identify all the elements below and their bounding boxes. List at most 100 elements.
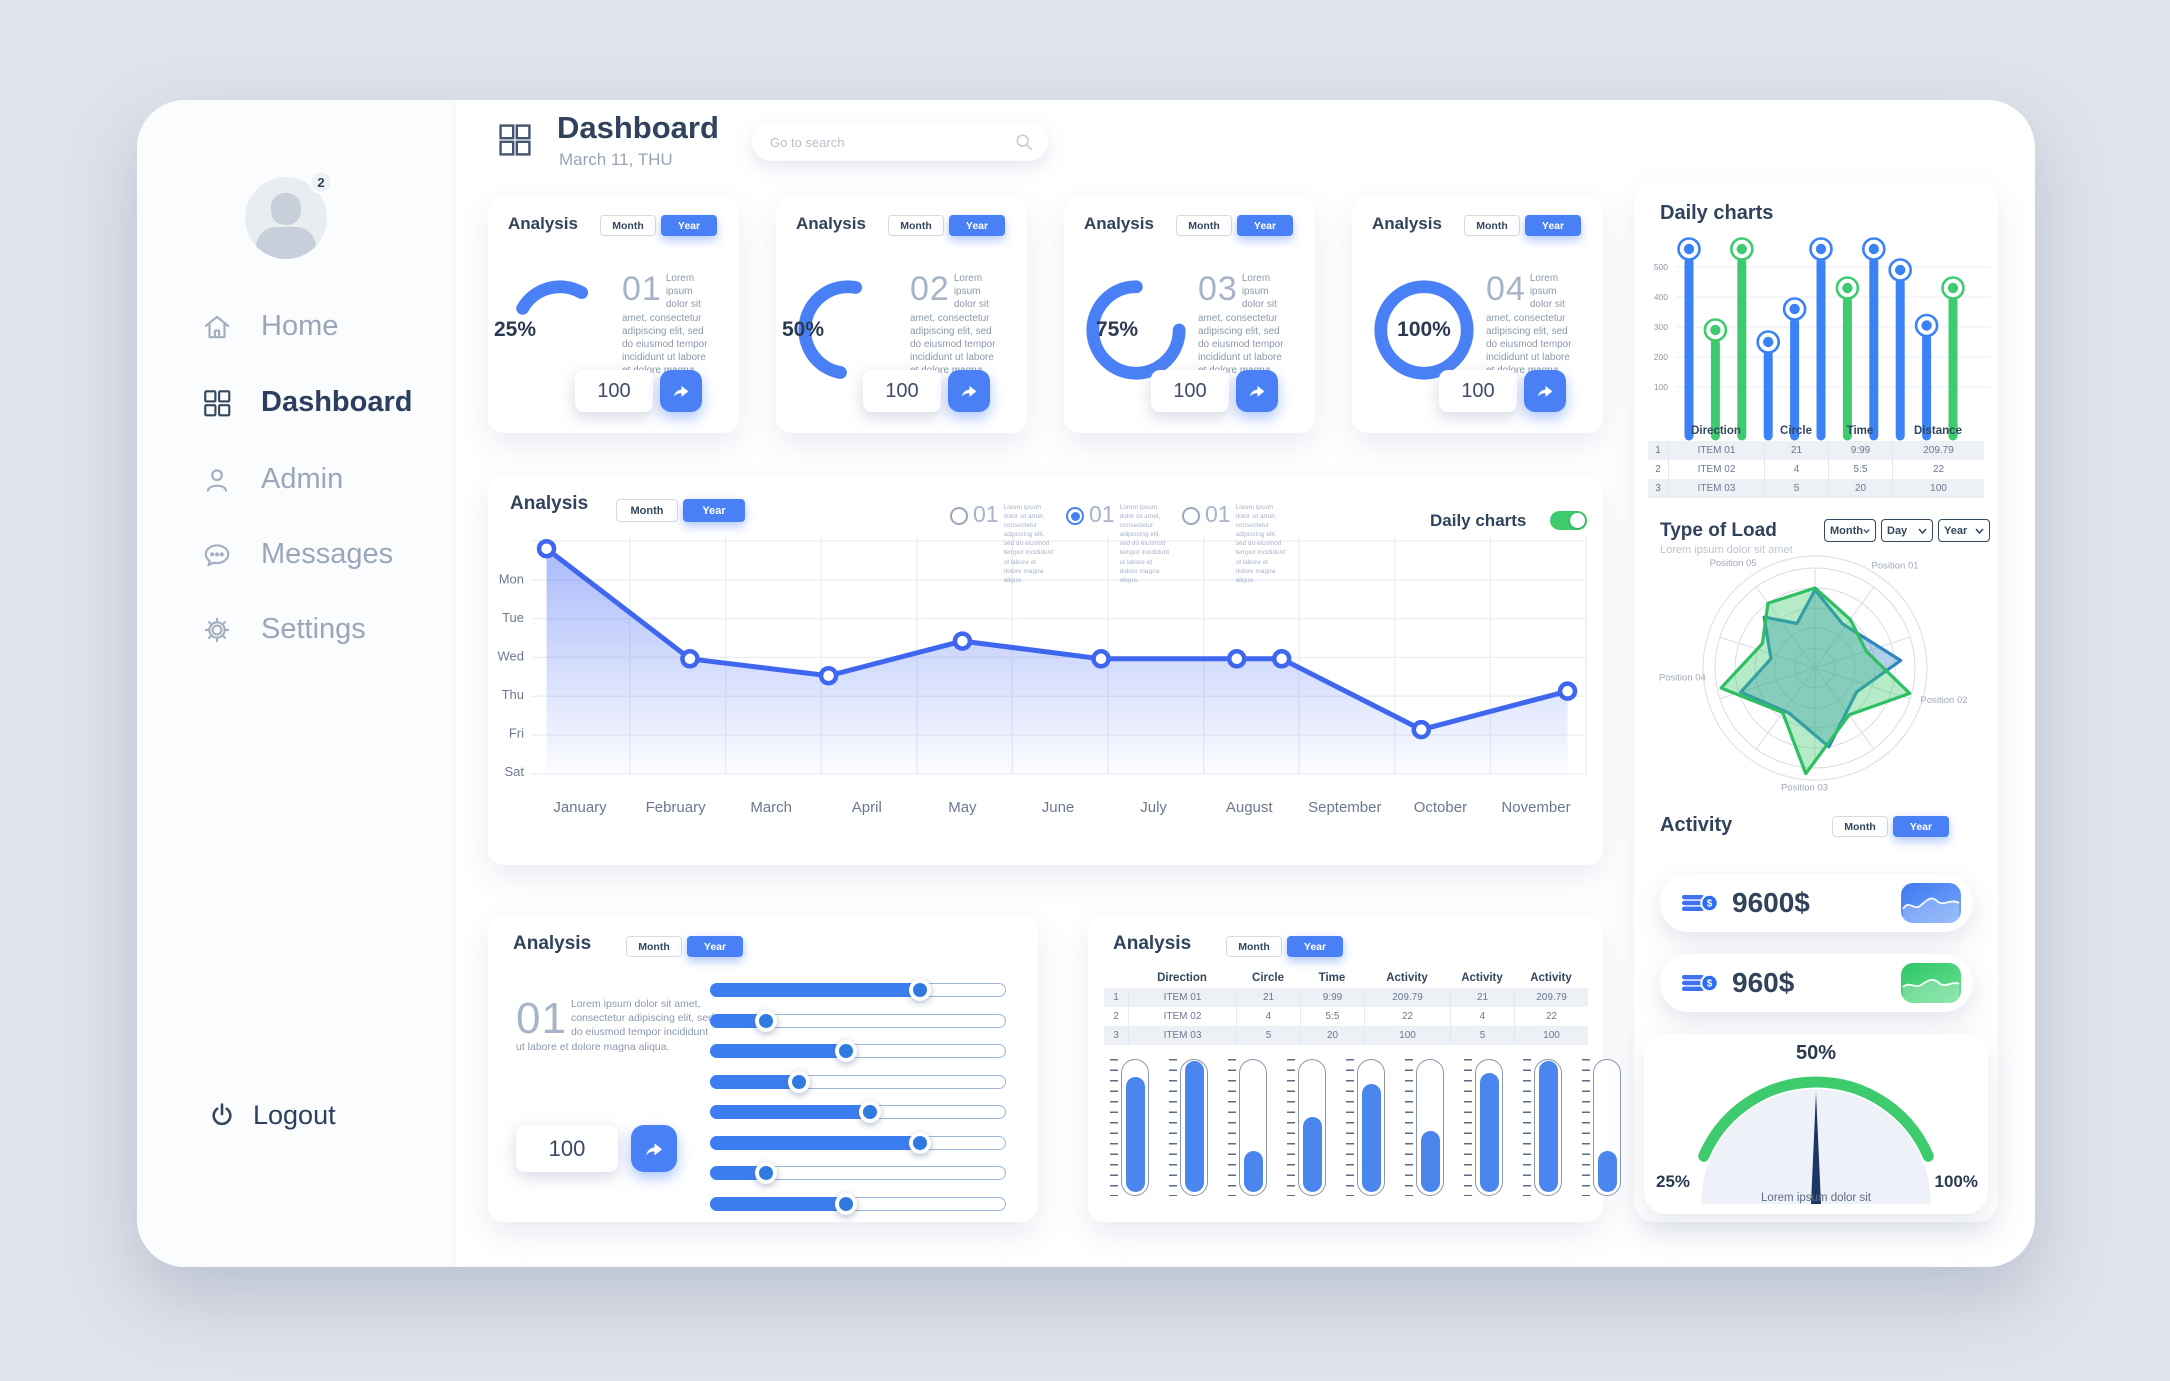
amount-value: 9600$: [1732, 887, 1810, 918]
month-button[interactable]: Month: [888, 215, 944, 236]
table-cell: 5: [1450, 1026, 1514, 1045]
ruler-ticks: [1464, 1059, 1472, 1196]
svg-text:Position 01: Position 01: [1872, 561, 1919, 572]
monthly-analysis-chart-card: Mon Tue Wed Thu Fri Sat January February March Ap…: [488, 475, 1603, 865]
svg-text:September: September: [1308, 799, 1381, 816]
svg-text:Position 04: Position 04: [1659, 672, 1706, 683]
dropdown-month[interactable]: Month: [1824, 519, 1876, 542]
chart-option-3: 01 Lorem ipsum dolor sit amet, consectet…: [1182, 503, 1290, 585]
sidebar-item-home[interactable]: Home: [201, 310, 338, 343]
logout-button[interactable]: Logout: [207, 1100, 336, 1131]
share-button[interactable]: [1236, 370, 1278, 412]
value-input[interactable]: [1439, 370, 1517, 412]
table-cell: 2: [1113, 1011, 1119, 1022]
svg-text:Fri: Fri: [509, 726, 524, 741]
slider[interactable]: [710, 1192, 1006, 1215]
sidebar-item-label: Admin: [261, 463, 344, 495]
svg-text:Position 03: Position 03: [1781, 783, 1828, 794]
month-button[interactable]: Month: [1226, 936, 1282, 957]
sidebar-item-settings[interactable]: Settings: [201, 613, 366, 646]
card-title: Analysis: [1113, 933, 1192, 954]
month-button[interactable]: Month: [1176, 215, 1232, 236]
value-input[interactable]: [863, 370, 941, 412]
daily-charts-label: Daily charts: [1430, 511, 1527, 530]
percent-label: 25%: [494, 318, 537, 341]
table-cell: ITEM 01: [1128, 988, 1236, 1007]
radio-icon[interactable]: [950, 507, 968, 525]
gauge-needle: [1811, 1092, 1821, 1204]
slider[interactable]: [710, 979, 1006, 1001]
table-header: Circle: [1252, 971, 1284, 984]
stat-number: 04: [1486, 270, 1526, 308]
ruler-ticks: [1523, 1059, 1531, 1196]
table-cell: 100: [1364, 1026, 1450, 1045]
capsule-bar: [1582, 1059, 1621, 1196]
year-button[interactable]: Year: [687, 936, 743, 957]
year-button[interactable]: Year: [683, 499, 745, 522]
ruler-ticks: [1228, 1059, 1236, 1196]
coins-icon: $: [1682, 893, 1719, 913]
dropdown-year[interactable]: Year: [1938, 519, 1990, 542]
year-button[interactable]: Year: [1287, 936, 1343, 957]
avatar-body: [256, 227, 316, 259]
slider[interactable]: [710, 1040, 1006, 1062]
share-button[interactable]: [660, 370, 702, 412]
donut-chart: 25%: [494, 276, 614, 384]
capsule-bar: [1169, 1059, 1208, 1196]
capsule-bar: [1228, 1059, 1267, 1196]
gauge-card: 50% 25% 100% Lorem ipsum dolor sit: [1644, 1034, 1988, 1214]
svg-text:August: August: [1226, 799, 1274, 816]
activity-amount-card[interactable]: $ 9600$: [1660, 874, 1973, 932]
value-input[interactable]: [1151, 370, 1229, 412]
year-button[interactable]: Year: [1893, 816, 1949, 837]
dropdown-day[interactable]: Day: [1881, 519, 1933, 542]
slider[interactable]: [710, 1009, 1006, 1032]
slider[interactable]: [710, 1070, 1006, 1093]
sidebar-item-label: Home: [261, 310, 339, 342]
value-input[interactable]: [575, 370, 653, 412]
radio-icon-selected[interactable]: [1066, 507, 1084, 525]
year-button[interactable]: Year: [1237, 215, 1293, 236]
type-of-load-title: Type of Load: [1660, 520, 1777, 541]
sidebar-item-dashboard[interactable]: Dashboard: [201, 386, 412, 419]
activity-amount-card[interactable]: $ 960$: [1660, 954, 1973, 1012]
svg-text:March: March: [750, 799, 792, 816]
table-header: Circle: [1780, 424, 1812, 437]
radar-chart: Position 01 Position 02 Position 03 Positio…: [1659, 555, 1968, 794]
card-title: Analysis: [1372, 214, 1442, 233]
chevron-down-icon: [1863, 528, 1870, 533]
svg-text:Position 05: Position 05: [1710, 558, 1757, 569]
dropdown-value: Day: [1887, 524, 1908, 537]
year-button[interactable]: Year: [1525, 215, 1581, 236]
slider[interactable]: [710, 1162, 1006, 1184]
month-button[interactable]: Month: [600, 215, 656, 236]
share-button[interactable]: [1524, 370, 1566, 412]
value-input[interactable]: [516, 1125, 618, 1172]
table-cell: ITEM 03: [1128, 1026, 1236, 1045]
year-button[interactable]: Year: [949, 215, 1005, 236]
slider[interactable]: [710, 1131, 1006, 1154]
month-year-toggle: Month Year: [1464, 215, 1581, 236]
card-title: Analysis: [510, 493, 589, 514]
daily-charts-toggle[interactable]: [1550, 511, 1587, 530]
share-button[interactable]: [948, 370, 990, 412]
table-cell: 2: [1655, 464, 1661, 475]
table-cell: 3: [1104, 1026, 1128, 1045]
notification-badge: 2: [309, 170, 333, 194]
table-cell: 100: [1892, 479, 1984, 498]
month-button[interactable]: Month: [1832, 816, 1888, 837]
svg-text:200: 200: [1654, 352, 1668, 362]
share-button[interactable]: [631, 1125, 677, 1172]
month-button[interactable]: Month: [626, 936, 682, 957]
slider[interactable]: [710, 1101, 1006, 1123]
capsule-bar: [1523, 1059, 1562, 1196]
sidebar-item-admin[interactable]: Admin: [201, 463, 343, 496]
year-button[interactable]: Year: [661, 215, 717, 236]
svg-text:100: 100: [1654, 382, 1668, 392]
radio-icon[interactable]: [1182, 507, 1200, 525]
svg-text:April: April: [852, 799, 882, 816]
month-button[interactable]: Month: [1464, 215, 1520, 236]
sidebar-item-messages[interactable]: Messages: [201, 538, 393, 571]
search-input[interactable]: [752, 123, 1048, 161]
month-button[interactable]: Month: [616, 499, 678, 522]
